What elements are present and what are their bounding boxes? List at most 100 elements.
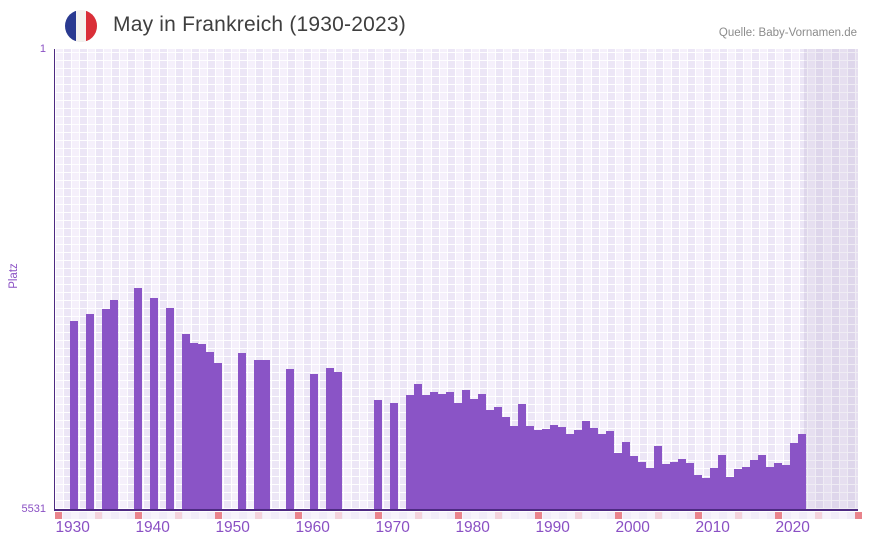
- bar-1991[interactable]: [558, 427, 566, 509]
- bar-1962[interactable]: [326, 368, 334, 509]
- bar-1994[interactable]: [582, 421, 590, 509]
- bar-2000[interactable]: [630, 456, 638, 509]
- bar-1975[interactable]: [430, 392, 438, 509]
- bar-2013[interactable]: [734, 468, 742, 509]
- bar-1999[interactable]: [622, 442, 630, 509]
- page-title: May in Frankreich (1930-2023): [113, 13, 406, 36]
- bar-1930[interactable]: [70, 321, 78, 509]
- decade-tick-mark: [455, 511, 462, 519]
- decade-tick-mark: [855, 511, 862, 519]
- bar-1995[interactable]: [590, 428, 598, 509]
- bar-1954[interactable]: [262, 360, 270, 509]
- bar-2004[interactable]: [662, 463, 670, 509]
- bar-2005[interactable]: [670, 462, 678, 509]
- bar-1945[interactable]: [190, 343, 198, 509]
- bar-1981[interactable]: [478, 394, 486, 509]
- x-tick-2020: 2020: [775, 519, 810, 536]
- half-decade-tick-mark: [175, 511, 182, 519]
- y-axis-line: [53, 49, 55, 510]
- bar-1979[interactable]: [462, 390, 470, 509]
- bar-2016[interactable]: [758, 454, 766, 509]
- bar-1972[interactable]: [406, 395, 414, 509]
- bar-2011[interactable]: [718, 455, 726, 509]
- x-tick-1930: 1930: [55, 519, 90, 536]
- bar-2007[interactable]: [686, 462, 694, 509]
- bar-2010[interactable]: [710, 467, 718, 509]
- bar-1932[interactable]: [86, 314, 94, 509]
- bar-1970[interactable]: [390, 402, 398, 509]
- bar-2017[interactable]: [766, 467, 774, 509]
- bar-1934[interactable]: [102, 308, 110, 509]
- bar-1973[interactable]: [414, 384, 422, 509]
- bar-1983[interactable]: [494, 407, 502, 509]
- x-tick-1980: 1980: [455, 519, 490, 536]
- bar-1997[interactable]: [606, 430, 614, 509]
- bar-2001[interactable]: [638, 461, 646, 509]
- y-axis-tick-bottom: 5531: [21, 503, 46, 515]
- bar-1987[interactable]: [526, 426, 534, 509]
- bar-1953[interactable]: [254, 360, 262, 509]
- bar-2020[interactable]: [790, 442, 798, 509]
- plot-area: [55, 49, 858, 509]
- bar-1992[interactable]: [566, 434, 574, 509]
- bar-2021[interactable]: [798, 434, 806, 509]
- bar-1963[interactable]: [334, 372, 342, 509]
- bar-2003[interactable]: [654, 445, 662, 509]
- bar-1942[interactable]: [166, 307, 174, 509]
- decade-tick-mark: [775, 511, 782, 519]
- bar-1947[interactable]: [206, 351, 214, 509]
- x-tick-1940: 1940: [135, 519, 170, 536]
- bar-1993[interactable]: [574, 430, 582, 509]
- x-axis-line: [53, 509, 858, 511]
- bar-1974[interactable]: [422, 395, 430, 509]
- bar-2018[interactable]: [774, 462, 782, 509]
- half-decade-tick-mark: [255, 511, 262, 519]
- bar-2009[interactable]: [702, 478, 710, 509]
- bar-1960[interactable]: [310, 374, 318, 509]
- half-decade-tick-mark: [415, 511, 422, 519]
- half-decade-tick-mark: [655, 511, 662, 519]
- bar-1946[interactable]: [198, 344, 206, 509]
- bar-1940[interactable]: [150, 297, 158, 509]
- x-tick-1960: 1960: [295, 519, 330, 536]
- x-tick-1950: 1950: [215, 519, 250, 536]
- bar-1948[interactable]: [214, 362, 222, 509]
- bar-1935[interactable]: [110, 299, 118, 509]
- decade-tick-mark: [295, 511, 302, 519]
- bar-1968[interactable]: [374, 400, 382, 509]
- bar-2012[interactable]: [726, 476, 734, 509]
- bar-1944[interactable]: [182, 333, 190, 509]
- bar-1980[interactable]: [470, 399, 478, 509]
- bar-2006[interactable]: [678, 458, 686, 509]
- decade-tick-mark: [615, 511, 622, 519]
- bar-1957[interactable]: [286, 369, 294, 509]
- bar-1951[interactable]: [238, 353, 246, 509]
- bar-1986[interactable]: [518, 404, 526, 509]
- bar-1990[interactable]: [550, 425, 558, 509]
- decade-tick-mark: [215, 511, 222, 519]
- bar-1976[interactable]: [438, 394, 446, 509]
- flag-stripe-red: [86, 10, 97, 42]
- bar-1989[interactable]: [542, 429, 550, 509]
- decade-tick-mark: [695, 511, 702, 519]
- bar-1982[interactable]: [486, 410, 494, 509]
- bar-2008[interactable]: [694, 475, 702, 509]
- y-axis-tick-top: 1: [39, 43, 46, 55]
- bar-1977[interactable]: [446, 392, 454, 509]
- bar-1988[interactable]: [534, 430, 542, 509]
- bar-2002[interactable]: [646, 467, 654, 509]
- bar-1985[interactable]: [510, 426, 518, 509]
- bar-2019[interactable]: [782, 464, 790, 509]
- x-tick-2000: 2000: [615, 519, 650, 536]
- bar-2014[interactable]: [742, 466, 750, 509]
- bar-2015[interactable]: [750, 459, 758, 509]
- bar-1996[interactable]: [598, 434, 606, 509]
- flag-stripe-blue: [65, 10, 76, 42]
- bar-1938[interactable]: [134, 287, 142, 509]
- no-data-band: [804, 49, 858, 509]
- bar-1978[interactable]: [454, 403, 462, 509]
- bar-1984[interactable]: [502, 416, 510, 509]
- bar-1998[interactable]: [614, 453, 622, 509]
- half-decade-tick-mark: [815, 511, 822, 519]
